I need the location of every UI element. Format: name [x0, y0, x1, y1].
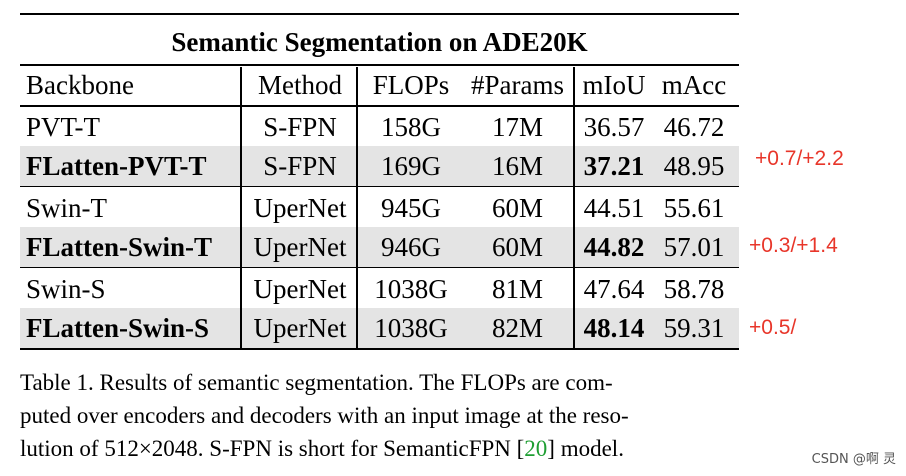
- bottom-rule: [20, 348, 739, 350]
- cell-params: 81M: [491, 274, 543, 304]
- cell-macc: 55.61: [663, 193, 725, 223]
- cell-method: S-FPN: [263, 151, 337, 181]
- cell-flops: 945G: [381, 193, 441, 223]
- caption-line: puted over encoders and decoders with an…: [20, 403, 629, 428]
- table-caption: Table 1. Results of semantic segmentatio…: [20, 366, 742, 465]
- column-divider: [573, 67, 575, 349]
- cell-macc: 46.72: [663, 112, 725, 142]
- cell-flops: 158G: [381, 112, 441, 142]
- group-rule: [20, 186, 739, 188]
- group-rule: [20, 267, 739, 269]
- cell-params: 82M: [491, 313, 543, 343]
- cell-backbone: PVT-T: [26, 112, 101, 142]
- header-macc: mAcc: [661, 70, 727, 100]
- caption-line: lution of 512×2048. S-FPN is short for S…: [20, 432, 742, 465]
- cell-backbone: FLatten-Swin-S: [26, 313, 210, 343]
- cell-backbone: Swin-T: [26, 193, 107, 223]
- cell-macc: 58.78: [663, 274, 725, 304]
- cell-miou: 37.21: [583, 151, 645, 181]
- cell-flops: 1038G: [374, 274, 448, 304]
- header-method: Method: [258, 70, 342, 100]
- header-rule: [20, 105, 739, 107]
- cell-params: 60M: [491, 193, 543, 223]
- cell-method: UperNet: [253, 274, 347, 304]
- cell-macc: 57.01: [663, 232, 725, 262]
- table-row: PVT-T S-FPN 158G 17M 36.57 46.72: [20, 107, 739, 147]
- cell-flops: 169G: [381, 151, 441, 181]
- column-divider: [240, 67, 242, 349]
- table-row-highlighted: FLatten-Swin-T UperNet 946G 60M 44.82 57…: [20, 227, 739, 267]
- cell-flops: 1038G: [374, 313, 448, 343]
- table-row-highlighted: FLatten-PVT-T S-FPN 169G 16M 37.21 48.95: [20, 146, 739, 186]
- caption-text: lution of 512×2048. S-FPN is short for S…: [20, 436, 525, 461]
- cell-method: S-FPN: [263, 112, 337, 142]
- cell-miou: 36.57: [583, 112, 645, 142]
- gain-annotation-swin-s: +0.5/: [749, 316, 797, 339]
- cell-macc: 59.31: [663, 313, 725, 343]
- cell-flops: 946G: [381, 232, 441, 262]
- header-miou: mIoU: [582, 70, 646, 100]
- table-row: Swin-T UperNet 945G 60M 44.51 55.61: [20, 188, 739, 228]
- cell-method: UperNet: [253, 193, 347, 223]
- citation-link[interactable]: 20: [524, 436, 548, 461]
- caption-line: Table 1. Results of semantic segmentatio…: [20, 370, 613, 395]
- table-title: Semantic Segmentation on ADE20K: [171, 27, 588, 57]
- header-params: #Params: [471, 70, 564, 100]
- top-rule: [20, 13, 739, 15]
- header-row: Backbone Method FLOPs #Params mIoU mAcc: [20, 65, 739, 105]
- table-row: Swin-S UperNet 1038G 81M 47.64 58.78: [20, 269, 739, 309]
- cell-backbone: FLatten-Swin-T: [26, 232, 213, 262]
- cell-params: 17M: [491, 112, 543, 142]
- gain-annotation-pvt: +0.7/+2.2: [755, 147, 844, 170]
- title-rule: [20, 64, 739, 66]
- column-divider: [356, 67, 358, 349]
- cell-params: 60M: [491, 232, 543, 262]
- cell-method: UperNet: [253, 232, 347, 262]
- cell-miou: 44.51: [583, 193, 645, 223]
- table-row-highlighted: FLatten-Swin-S UperNet 1038G 82M 48.14 5…: [20, 308, 739, 348]
- cell-miou: 47.64: [583, 274, 645, 304]
- gain-annotation-swin-t: +0.3/+1.4: [749, 234, 838, 257]
- cell-backbone: FLatten-PVT-T: [26, 151, 207, 181]
- header-flops: FLOPs: [372, 70, 450, 100]
- header-backbone: Backbone: [26, 70, 134, 100]
- cell-macc: 48.95: [663, 151, 725, 181]
- cell-miou: 48.14: [583, 313, 645, 343]
- caption-text: ] model.: [547, 436, 624, 461]
- cell-miou: 44.82: [583, 232, 645, 262]
- cell-backbone: Swin-S: [26, 274, 106, 304]
- cell-params: 16M: [491, 151, 543, 181]
- watermark: CSDN @啊 灵: [811, 452, 896, 467]
- cell-method: UperNet: [253, 313, 347, 343]
